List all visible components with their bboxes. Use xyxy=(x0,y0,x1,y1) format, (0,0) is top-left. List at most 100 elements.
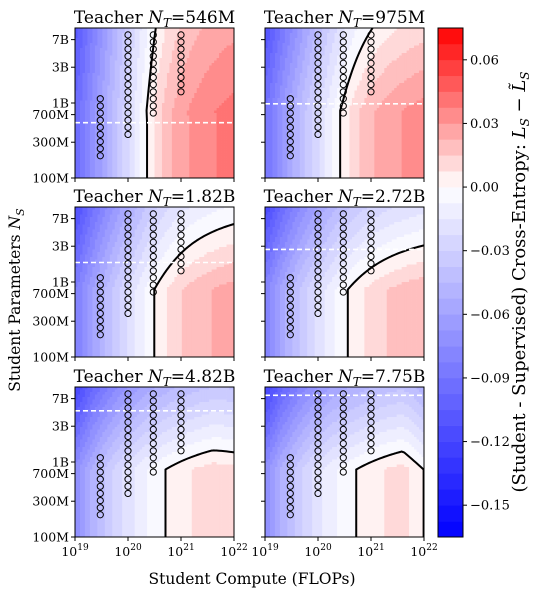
panel-title: Teacher NT=546M xyxy=(74,8,235,30)
data-point xyxy=(339,238,347,246)
data-point xyxy=(124,489,132,498)
data-point xyxy=(339,88,347,96)
data-point xyxy=(314,73,322,82)
data-point xyxy=(124,425,132,434)
panel-4: Teacher NT=2.72B xyxy=(261,187,425,361)
data-point xyxy=(96,482,104,490)
colorbar-level xyxy=(438,298,463,315)
colorbar-frame xyxy=(437,27,464,538)
data-point xyxy=(149,245,157,254)
data-point xyxy=(314,123,322,131)
data-point xyxy=(339,45,347,53)
data-point xyxy=(367,88,375,96)
colorbar-level xyxy=(438,521,463,538)
data-point xyxy=(286,475,294,483)
panel-2: Teacher NT=975M xyxy=(261,8,425,182)
panel-title: Teacher NT=2.72B xyxy=(264,187,426,209)
colorbar-level xyxy=(438,314,463,331)
data-point xyxy=(124,95,132,103)
colorbar-level xyxy=(438,123,463,140)
x-axis-label: Student Compute (FLOPs) xyxy=(148,570,355,588)
y-tick-label: 100M xyxy=(32,530,69,545)
data-point xyxy=(314,80,322,89)
data-point xyxy=(367,38,375,46)
y-tick-label: 3B xyxy=(52,419,69,434)
data-point xyxy=(96,489,104,498)
data-point xyxy=(124,59,132,67)
data-point xyxy=(314,404,322,412)
y-tick-label: 7B xyxy=(52,391,69,406)
data-point xyxy=(149,73,157,82)
data-point xyxy=(149,238,157,246)
panel-title: Teacher NT=975M xyxy=(264,8,425,30)
colorbar-level xyxy=(438,489,463,506)
data-point xyxy=(314,447,322,455)
data-point xyxy=(96,137,104,146)
data-point xyxy=(286,95,294,103)
data-point xyxy=(367,66,375,75)
data-point xyxy=(149,210,157,218)
panel-title: Teacher NT=4.82B xyxy=(74,367,236,389)
y-tick-label: 1B xyxy=(52,455,69,470)
colorbar-level xyxy=(438,346,463,363)
data-point xyxy=(124,210,132,218)
data-point xyxy=(124,281,132,289)
data-point xyxy=(339,425,347,434)
data-point xyxy=(96,274,104,282)
y-tick-label: 300M xyxy=(32,494,69,509)
data-point xyxy=(314,66,322,75)
data-point xyxy=(149,59,157,67)
data-point xyxy=(96,316,104,325)
data-point xyxy=(339,252,347,261)
data-point xyxy=(177,432,185,441)
data-point xyxy=(367,80,375,89)
data-point xyxy=(367,418,375,426)
x-tick-label: 1021 xyxy=(357,543,384,559)
data-point xyxy=(339,288,347,296)
data-point xyxy=(314,432,322,441)
data-point xyxy=(177,88,185,96)
colorbar-level xyxy=(438,28,463,45)
colorbar-level xyxy=(438,377,463,395)
y-axis-label: Student Parameters NS xyxy=(6,208,27,392)
data-point xyxy=(96,504,104,512)
y-tick-label: 7B xyxy=(52,32,69,47)
colorbar-level xyxy=(438,457,463,474)
data-point xyxy=(149,80,157,89)
panel-6: Teacher NT=7.75B 1019 1020 1021 1022 xyxy=(251,367,437,559)
data-point xyxy=(339,390,347,398)
colorbar-level xyxy=(438,139,463,156)
data-point xyxy=(286,461,294,469)
data-point xyxy=(367,45,375,53)
colorbar-level xyxy=(438,43,463,61)
heatmap xyxy=(265,387,424,537)
data-point xyxy=(96,152,104,160)
sample-points xyxy=(286,390,375,519)
zero-contour xyxy=(339,28,374,178)
data-point xyxy=(124,404,132,412)
data-point xyxy=(339,66,347,75)
colorbar-tick-label: 0.03 xyxy=(470,117,499,132)
data-point xyxy=(367,73,375,82)
data-point xyxy=(367,252,375,261)
colorbar-level xyxy=(438,330,463,347)
data-point xyxy=(286,123,294,131)
y-tick-label: 3B xyxy=(52,239,69,254)
data-point xyxy=(314,461,322,469)
x-tick-label: 1019 xyxy=(251,543,279,559)
data-point xyxy=(149,288,157,296)
data-point xyxy=(339,38,347,46)
data-point xyxy=(339,245,347,254)
data-point xyxy=(286,145,294,153)
x-tick-label: 1022 xyxy=(410,543,437,559)
colorbar-tick-label: −0.15 xyxy=(470,499,510,514)
data-point xyxy=(314,116,322,124)
data-point xyxy=(124,45,132,53)
data-point xyxy=(177,231,185,239)
data-point xyxy=(286,496,294,505)
colorbar-tick-label: 0.00 xyxy=(470,181,499,196)
data-point xyxy=(286,454,294,462)
data-point xyxy=(149,404,157,412)
data-point xyxy=(339,59,347,67)
